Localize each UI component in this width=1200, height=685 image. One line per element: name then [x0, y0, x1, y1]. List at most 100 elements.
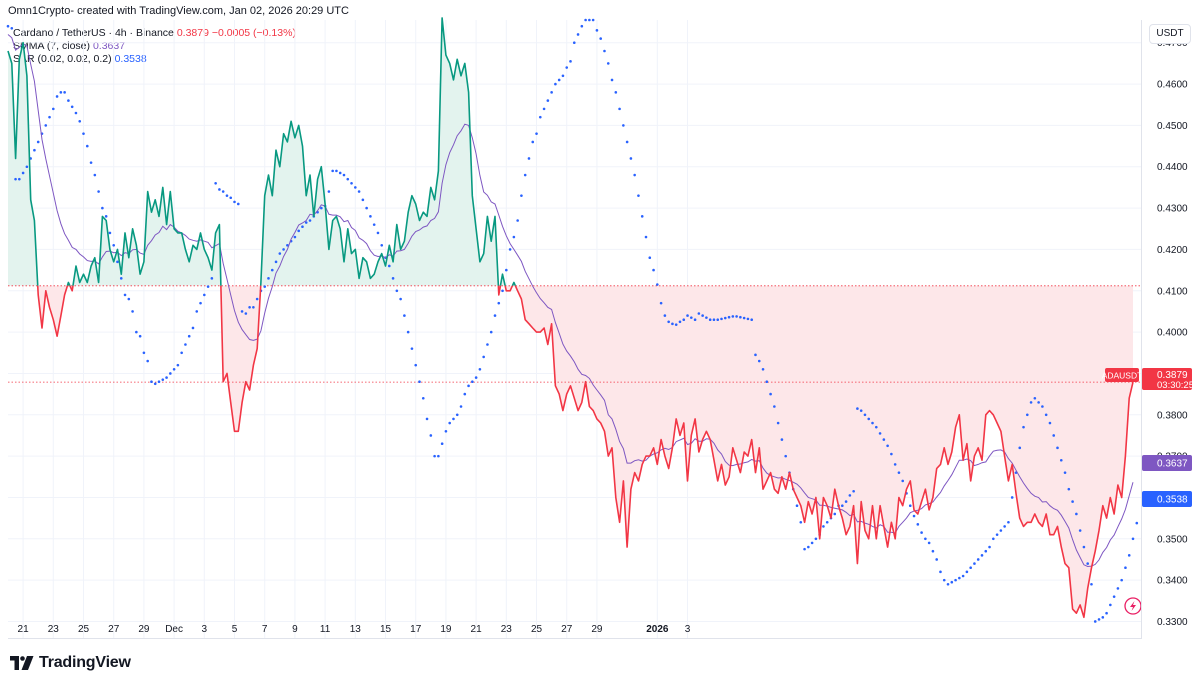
sar-dot — [338, 171, 342, 175]
y-tick-label: 0.4600 — [1157, 80, 1188, 91]
sar-dot — [301, 225, 304, 228]
sar-dot — [1044, 413, 1048, 417]
sar-dot — [501, 289, 504, 293]
sar-dot — [425, 417, 429, 421]
sar-dots — [6, 18, 1139, 623]
sar-dot — [70, 105, 74, 109]
sar-dot — [63, 91, 66, 94]
sar-dot — [546, 99, 550, 102]
sar-dot — [1078, 529, 1082, 532]
sar-dot — [448, 421, 451, 425]
sar-dot — [59, 91, 63, 94]
sar-dot — [512, 235, 516, 239]
sar-dot — [659, 301, 663, 305]
sar-dot — [803, 547, 806, 551]
sar-dot — [244, 312, 248, 315]
sar-dot — [33, 148, 36, 152]
sar-dot — [6, 24, 10, 28]
sar-dot — [920, 531, 923, 534]
currency-button[interactable]: USDT — [1149, 24, 1191, 44]
sar-dot — [599, 37, 603, 40]
sar-dot — [810, 541, 814, 545]
x-tick-label: 23 — [501, 624, 513, 635]
sar-dot — [199, 301, 202, 305]
sar-dot — [25, 165, 29, 169]
x-tick-label: 25 — [78, 624, 90, 635]
sar-dot — [716, 318, 720, 321]
sar-dot — [369, 215, 372, 218]
sar-dot — [101, 206, 104, 210]
sar-dot — [293, 235, 297, 239]
sar-dot — [584, 18, 587, 22]
sar-dot — [984, 549, 988, 553]
sar-dot — [195, 310, 199, 313]
sar-dot — [74, 111, 78, 115]
y-tick-label: 0.4400 — [1157, 162, 1188, 173]
sar-dot — [882, 438, 886, 441]
sar-dot — [663, 314, 667, 317]
smma-series-line — [7, 34, 1134, 568]
sar-dot — [844, 500, 848, 503]
sar-dot — [78, 119, 82, 123]
sar-dot — [505, 268, 508, 272]
sar-dot — [497, 301, 501, 305]
sar-dot — [354, 186, 357, 189]
sar-dot — [1003, 525, 1006, 528]
sar-dot — [693, 318, 697, 321]
sar-dot — [255, 297, 259, 301]
sar-dot — [395, 289, 399, 293]
sar-dot — [14, 177, 17, 181]
sar-dot — [871, 421, 874, 425]
sar-dot — [727, 315, 731, 319]
sar-dot — [769, 392, 772, 396]
sar-dot — [278, 252, 282, 255]
price-badge-bg — [1105, 368, 1139, 382]
sar-dot — [335, 169, 338, 173]
sar-dot — [784, 454, 787, 458]
sar-dot — [656, 283, 659, 286]
sar-dot — [44, 124, 48, 127]
flash-icon[interactable] — [1124, 597, 1142, 615]
sar-dot — [580, 24, 584, 28]
sar-dot — [459, 405, 463, 408]
x-tick-label: 2026 — [646, 624, 669, 635]
sar-dot — [36, 140, 40, 144]
sar-dot — [391, 277, 395, 280]
sar-dot — [946, 582, 950, 586]
tradingview-logo[interactable]: TradingView — [10, 654, 131, 672]
sar-dot — [610, 78, 614, 82]
sar-dot — [304, 221, 308, 224]
time-axis-border — [8, 638, 1142, 639]
y-tick-label: 0.4200 — [1157, 245, 1188, 256]
legend-sar-row[interactable]: SAR (0.02, 0.02, 0.2) 0.3538 — [13, 53, 296, 66]
sar-dot — [97, 190, 100, 193]
sar-dot — [1071, 500, 1074, 503]
price-chart[interactable]: 0.33000.34000.35000.36000.37000.38000.39… — [0, 0, 1200, 648]
sar-dot — [1075, 512, 1078, 516]
y-tick-label: 0.3500 — [1157, 534, 1188, 545]
sar-dot — [82, 132, 85, 135]
sar-dot — [108, 231, 112, 235]
sar-dot — [1105, 611, 1108, 615]
sar-dot — [184, 343, 187, 346]
sar-dot — [150, 380, 153, 384]
price-value-badge: 0.3879 — [1157, 370, 1188, 381]
y-tick-label: 0.4500 — [1157, 121, 1188, 132]
sar-dot — [739, 315, 742, 319]
sar-dot — [486, 343, 489, 346]
sar-dot — [874, 425, 878, 429]
sar-dot — [825, 520, 829, 524]
sar-dot — [973, 562, 976, 565]
sar-dot — [746, 317, 750, 321]
x-tick-label: 13 — [350, 624, 362, 635]
sar-dot — [667, 320, 670, 324]
sar-dot — [210, 277, 214, 280]
y-tick-label: 0.4300 — [1157, 204, 1188, 215]
sar-dot — [55, 95, 59, 98]
sar-dot — [1063, 471, 1067, 474]
sar-dot — [542, 107, 546, 111]
sar-dot — [270, 268, 274, 272]
sar-dot — [576, 33, 580, 36]
sar-dot — [765, 380, 769, 384]
x-tick-label: 19 — [440, 624, 452, 635]
